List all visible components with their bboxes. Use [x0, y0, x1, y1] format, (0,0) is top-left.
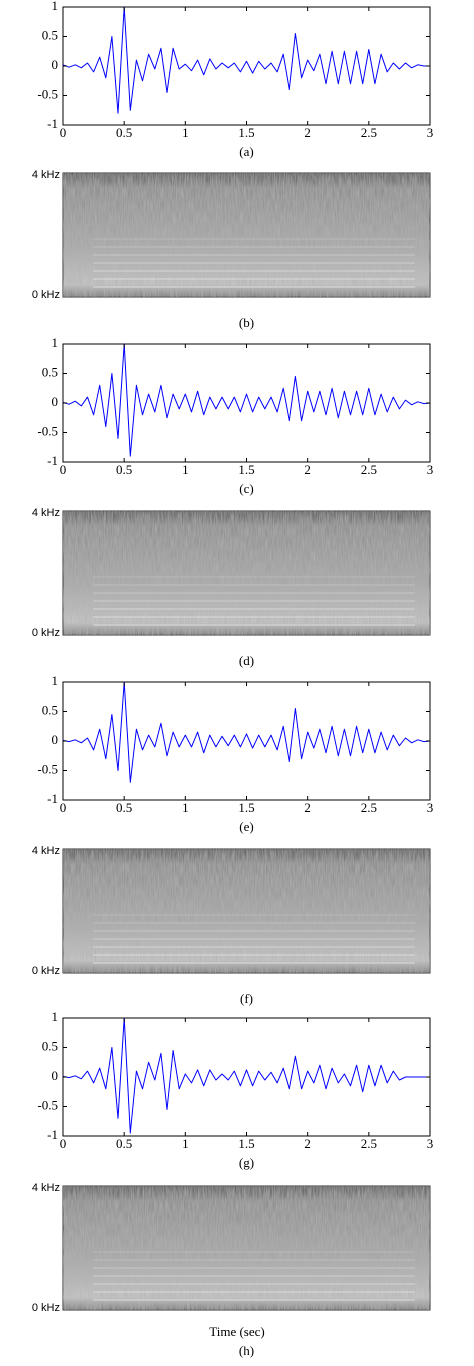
caption: (d) — [239, 653, 254, 668]
y-tick-label: 1 — [52, 673, 59, 688]
x-tick-label: 0 — [60, 800, 67, 815]
freq-label: 0 kHz — [32, 965, 60, 977]
y-tick-label: -0.5 — [37, 423, 58, 438]
y-tick-label: 0 — [52, 57, 59, 72]
x-tick-label: 0.5 — [116, 125, 132, 140]
x-tick-label: 2 — [304, 1136, 311, 1151]
plot-area — [62, 6, 431, 126]
x-tick-label: 1 — [182, 125, 189, 140]
spectrogram-texture — [63, 849, 430, 973]
x-tick-label: 3 — [427, 800, 434, 815]
x-tick-label: 1.5 — [238, 125, 254, 140]
x-tick-label: 3 — [427, 1136, 434, 1151]
x-tick-label: 3 — [427, 462, 434, 477]
x-tick-label: 0 — [60, 462, 67, 477]
spectrogram-texture — [63, 173, 430, 297]
caption: (h) — [239, 1343, 254, 1358]
x-tick-label: 2 — [304, 125, 311, 140]
x-tick-label: 1.5 — [238, 800, 254, 815]
x-tick-label: 1 — [182, 1136, 189, 1151]
y-tick-label: 0.5 — [42, 364, 58, 379]
caption: (e) — [239, 819, 253, 834]
caption: (c) — [239, 481, 253, 496]
x-tick-label: 2.5 — [361, 462, 377, 477]
x-tick-label: 3 — [427, 125, 434, 140]
freq-label: 4 kHz — [32, 169, 60, 181]
x-tick-label: 0.5 — [116, 800, 132, 815]
y-tick-label: 0 — [52, 1068, 59, 1083]
y-tick-label: -1 — [47, 116, 58, 131]
plot-area — [62, 681, 431, 801]
freq-label: 0 kHz — [32, 627, 60, 639]
x-tick-label: 1 — [182, 462, 189, 477]
y-tick-label: 0 — [52, 732, 59, 747]
caption: (g) — [239, 1155, 254, 1170]
freq-label: 4 kHz — [32, 845, 60, 857]
caption: (a) — [239, 144, 253, 159]
x-tick-label: 2 — [304, 800, 311, 815]
x-tick-label: 1.5 — [238, 1136, 254, 1151]
y-tick-label: -1 — [47, 1127, 58, 1142]
x-tick-label: 0.5 — [116, 1136, 132, 1151]
freq-label: 0 kHz — [32, 1302, 60, 1314]
x-tick-label: 0 — [60, 125, 67, 140]
freq-label: 0 kHz — [32, 289, 60, 301]
y-tick-label: 1 — [52, 1009, 59, 1024]
spectrogram-texture — [63, 511, 430, 635]
y-tick-label: 0.5 — [42, 27, 58, 42]
x-tick-label: 0 — [60, 1136, 67, 1151]
x-tick-label: 1.5 — [238, 462, 254, 477]
x-tick-label: 2.5 — [361, 1136, 377, 1151]
y-tick-label: -1 — [47, 453, 58, 468]
x-tick-label: 0.5 — [116, 462, 132, 477]
y-tick-label: 0 — [52, 394, 59, 409]
y-tick-label: -0.5 — [37, 1097, 58, 1112]
plot-area — [62, 343, 431, 463]
spectrogram-texture — [63, 1186, 430, 1310]
x-tick-label: 2.5 — [361, 800, 377, 815]
x-tick-label: 1 — [182, 800, 189, 815]
y-tick-label: 0.5 — [42, 1038, 58, 1053]
caption: (b) — [239, 315, 254, 330]
y-tick-label: 1 — [52, 335, 59, 350]
freq-label: 4 kHz — [32, 1182, 60, 1194]
y-tick-label: -1 — [47, 791, 58, 806]
freq-label: 4 kHz — [32, 507, 60, 519]
y-tick-label: -0.5 — [37, 86, 58, 101]
x-axis-label: Time (sec) — [209, 1324, 265, 1339]
y-tick-label: 1 — [52, 0, 59, 13]
y-tick-label: 0.5 — [42, 702, 58, 717]
x-tick-label: 2.5 — [361, 125, 377, 140]
caption: (f) — [240, 991, 253, 1006]
y-tick-label: -0.5 — [37, 761, 58, 776]
x-tick-label: 2 — [304, 462, 311, 477]
